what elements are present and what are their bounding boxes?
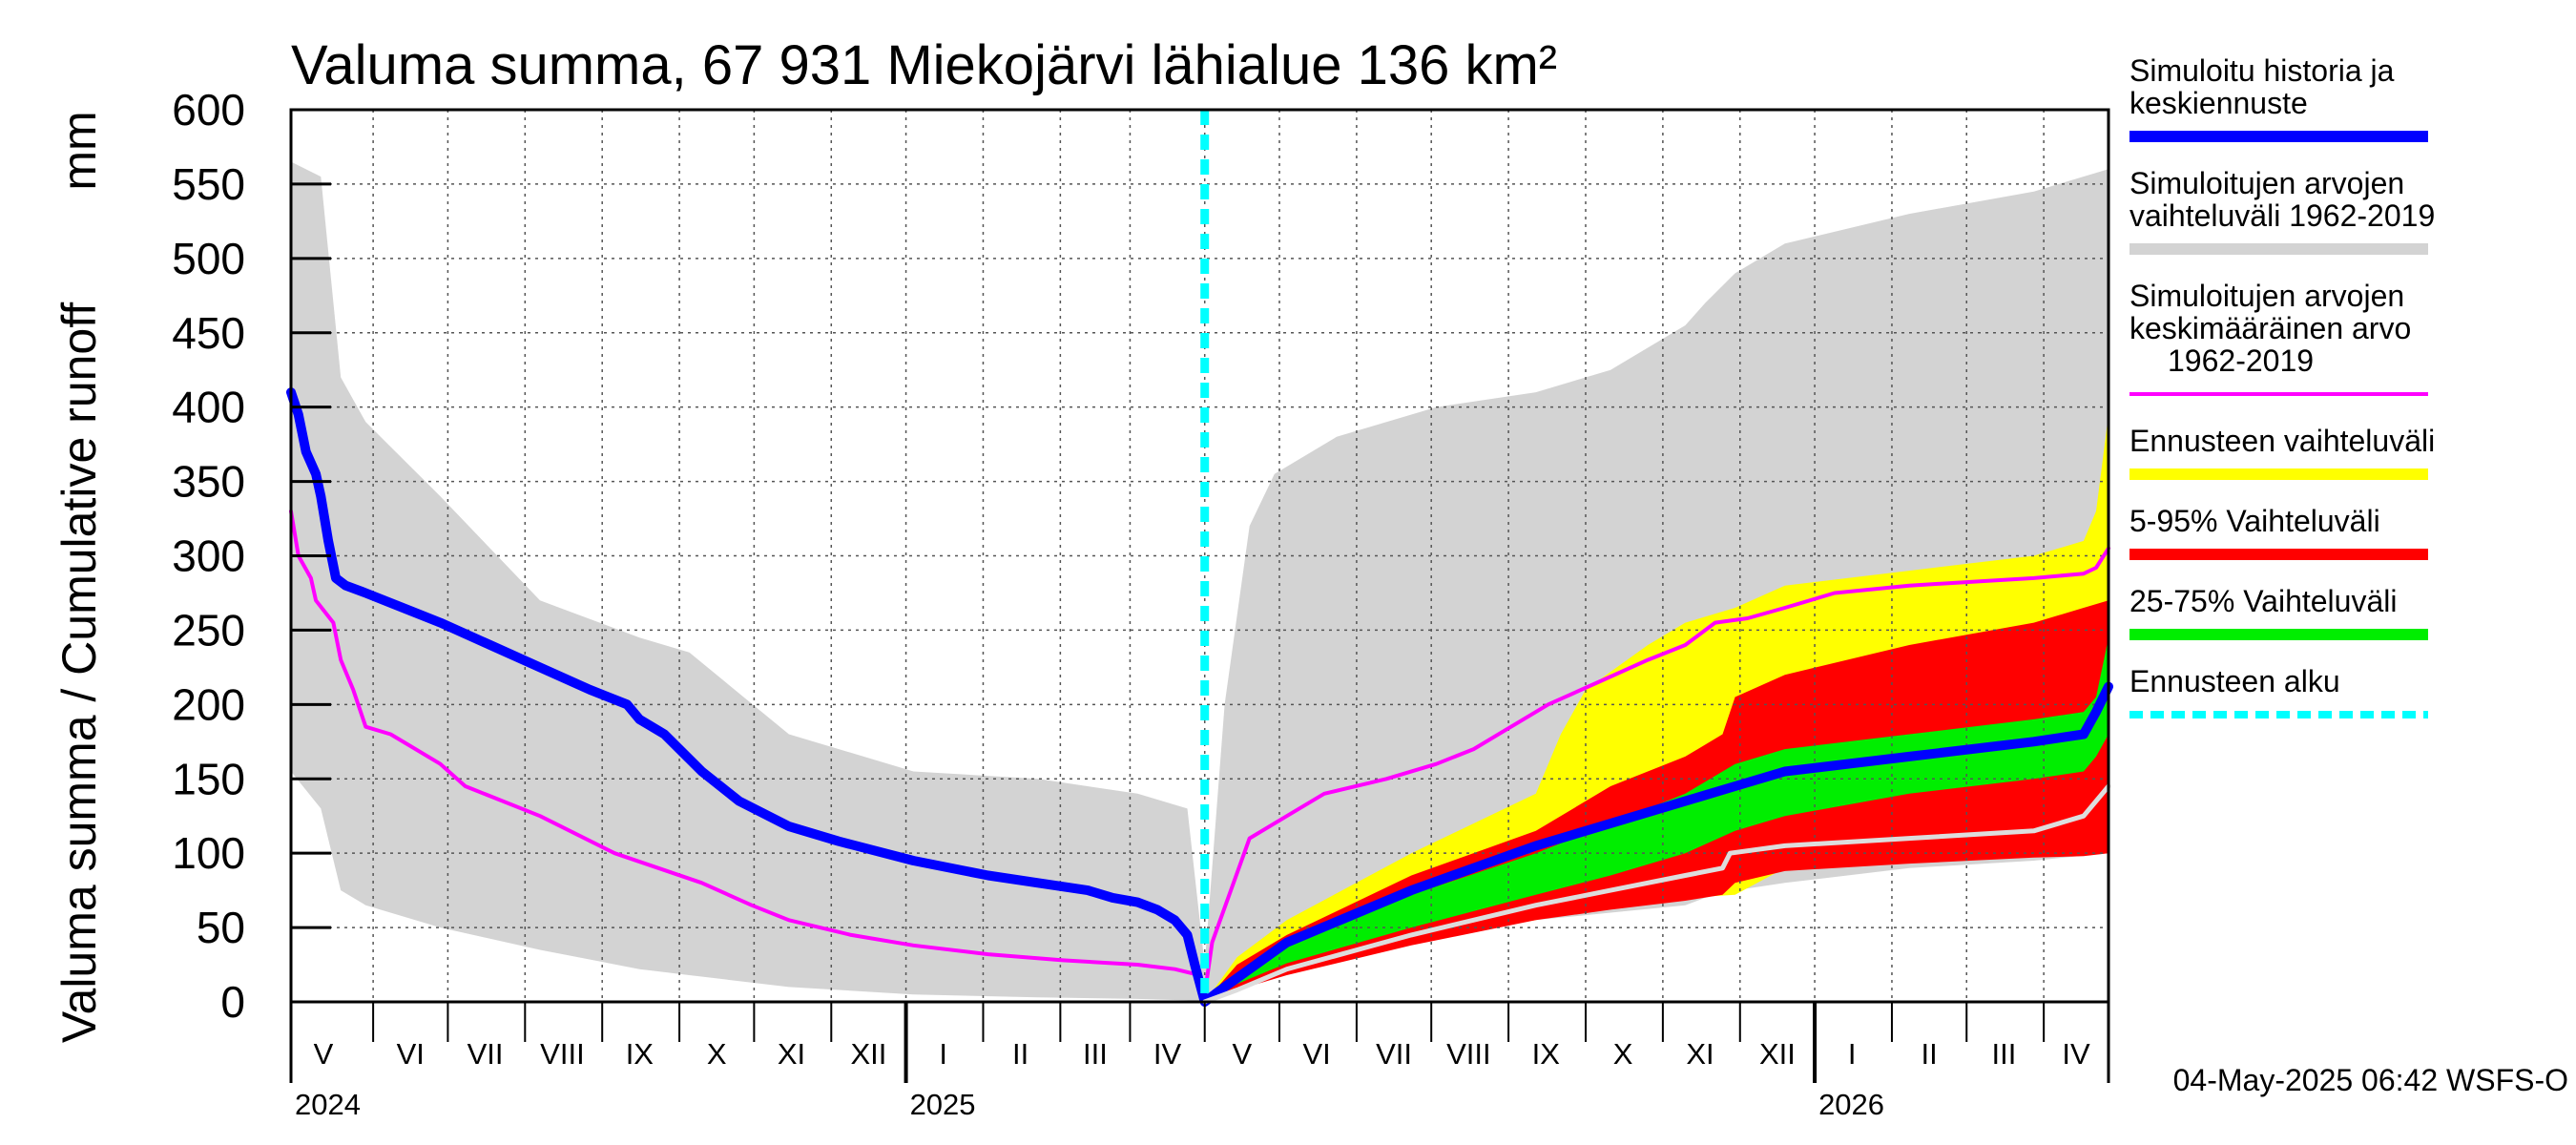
series-line-median: [286, 387, 2113, 1007]
year-label: 2026: [1818, 1088, 1884, 1121]
month-label: V: [314, 1037, 334, 1071]
legend-label: 25-75% Vaihteluväli: [2129, 584, 2397, 618]
y-tick-label: 100: [172, 828, 245, 878]
month-label: III: [1083, 1037, 1108, 1071]
legend-label: vaihteluväli 1962-2019: [2129, 198, 2435, 233]
band-3: [1204, 637, 2109, 1002]
band-layer: [291, 161, 2109, 1002]
y-axis-label: Valuma summa / Cumulative runoff: [52, 302, 106, 1043]
timestamp-footer: 04-May-2025 06:42 WSFS-O: [2173, 1063, 2568, 1097]
month-label: IX: [626, 1037, 654, 1071]
month-label: XII: [850, 1037, 886, 1071]
y-tick-label: 500: [172, 234, 245, 283]
legend-label: 1962-2019: [2168, 344, 2314, 378]
y-tick-label: 200: [172, 679, 245, 729]
month-label: IV: [2062, 1037, 2090, 1071]
month-label: XII: [1759, 1037, 1796, 1071]
y-tick-label: 350: [172, 457, 245, 507]
month-label: IX: [1532, 1037, 1561, 1071]
month-label: VI: [1303, 1037, 1331, 1071]
year-label: 2024: [295, 1088, 361, 1121]
month-label: X: [707, 1037, 727, 1071]
month-label: VII: [1376, 1037, 1412, 1071]
month-label: I: [939, 1037, 947, 1071]
month-label: VIII: [1446, 1037, 1491, 1071]
line-layer: [286, 110, 2113, 1007]
month-label: II: [1012, 1037, 1028, 1071]
month-label: V: [1233, 1037, 1253, 1071]
legend-label: keskiennuste: [2129, 86, 2308, 120]
chart-title: Valuma summa, 67 931 Miekojärvi lähialue…: [291, 34, 1557, 96]
legend-label: keskimääräinen arvo: [2129, 311, 2411, 345]
month-label: XI: [1686, 1037, 1714, 1071]
y-axis-unit: mm: [52, 111, 106, 190]
legend-label: Simuloitu historia ja: [2129, 53, 2395, 88]
legend-label: Ennusteen alku: [2129, 664, 2340, 698]
y-tick-label: 550: [172, 159, 245, 209]
month-label: II: [1921, 1037, 1937, 1071]
month-label: VIII: [540, 1037, 585, 1071]
legend-label: Simuloitujen arvojen: [2129, 279, 2404, 313]
y-tick-label: 600: [172, 85, 245, 135]
month-label: VI: [397, 1037, 425, 1071]
legend-label: 5-95% Vaihteluväli: [2129, 504, 2380, 538]
month-label: IV: [1153, 1037, 1182, 1071]
y-tick-label: 50: [197, 903, 245, 952]
month-label: I: [1848, 1037, 1857, 1071]
legend-label: Simuloitujen arvojen: [2129, 166, 2404, 200]
y-tick-label: 400: [172, 383, 245, 432]
y-tick-label: 150: [172, 754, 245, 803]
y-tick-label: 0: [220, 977, 245, 1027]
y-tick-label: 250: [172, 605, 245, 655]
y-tick-label: 300: [172, 531, 245, 581]
month-label: X: [1613, 1037, 1633, 1071]
grid-layer: [291, 109, 2109, 1002]
series-line: [1202, 783, 2111, 1005]
month-label: III: [1991, 1037, 2016, 1071]
legend-label: Ennusteen vaihteluväli: [2129, 424, 2435, 458]
month-label: XI: [778, 1037, 805, 1071]
y-tick-label: 450: [172, 308, 245, 358]
year-label: 2025: [910, 1088, 976, 1121]
month-label: VII: [467, 1037, 504, 1071]
